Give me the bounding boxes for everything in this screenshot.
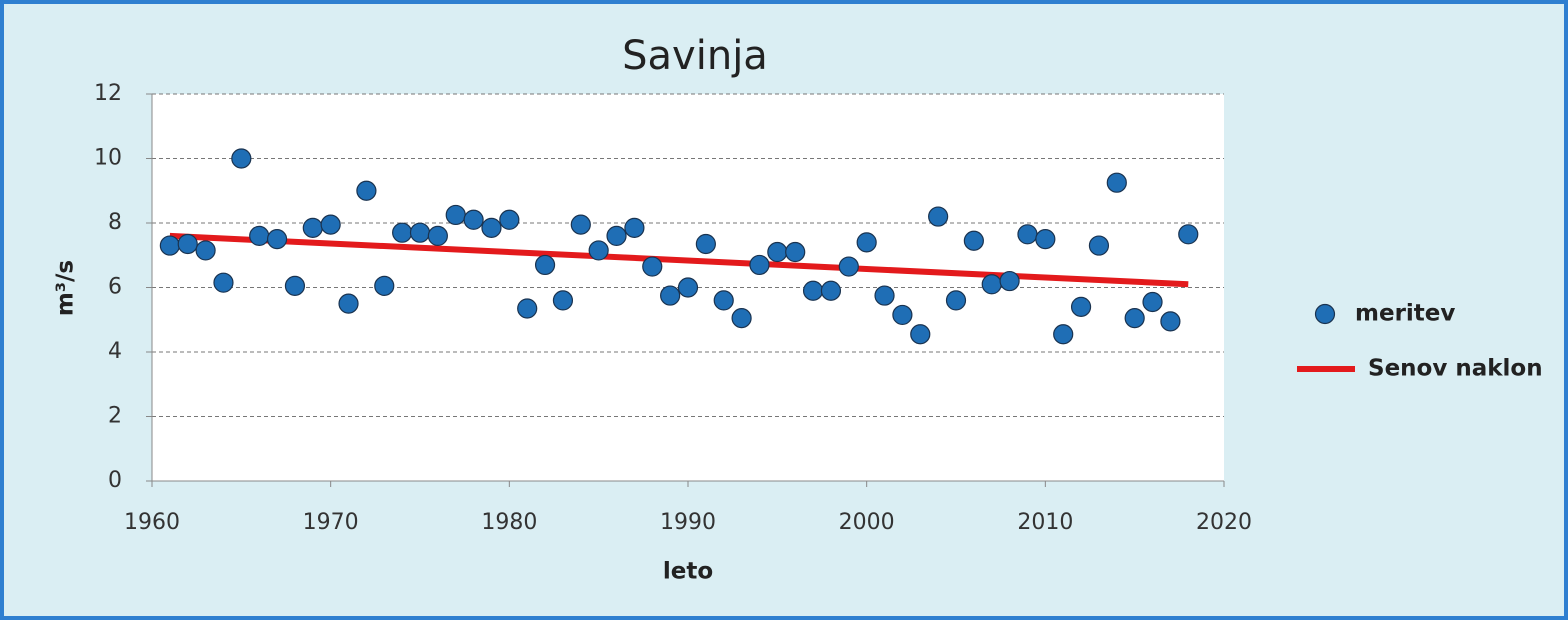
data-point xyxy=(874,285,895,306)
data-point xyxy=(231,148,252,169)
data-point xyxy=(928,206,949,227)
data-point xyxy=(266,229,288,250)
legend-marker xyxy=(1314,303,1336,325)
data-point xyxy=(963,230,984,251)
data-point xyxy=(695,233,716,255)
data-point xyxy=(213,272,234,293)
data-point xyxy=(320,214,341,235)
data-point xyxy=(838,256,859,277)
data-point xyxy=(481,217,502,238)
data-point xyxy=(356,180,377,201)
data-point xyxy=(177,233,198,255)
data-point xyxy=(785,241,806,263)
y-tick-label: 0 xyxy=(108,468,122,493)
data-point xyxy=(284,275,306,296)
data-point xyxy=(1088,235,1110,256)
data-point xyxy=(534,254,556,276)
x-axis-label: leto xyxy=(663,559,713,585)
data-point xyxy=(749,254,770,276)
data-point xyxy=(1035,229,1056,250)
data-point xyxy=(588,240,609,261)
x-tick-label: 1980 xyxy=(481,510,537,535)
data-point xyxy=(374,275,395,296)
data-point xyxy=(945,290,967,311)
trend-line xyxy=(169,232,1189,288)
data-point xyxy=(392,222,413,243)
data-point xyxy=(302,217,323,238)
y-tick-label: 8 xyxy=(108,210,122,235)
x-tick-label: 1970 xyxy=(303,510,359,535)
x-tick-label: 2000 xyxy=(839,510,895,535)
data-point xyxy=(1124,308,1145,329)
data-point xyxy=(159,235,180,256)
x-tick-label: 1990 xyxy=(660,510,716,535)
data-point xyxy=(910,324,931,345)
chart-title: Savinja xyxy=(622,33,768,79)
data-point xyxy=(463,209,484,230)
data-point xyxy=(249,225,270,246)
data-point xyxy=(802,280,824,301)
y-tick-label: 6 xyxy=(108,275,122,300)
y-tick-label: 2 xyxy=(108,404,122,429)
data-point xyxy=(445,204,466,226)
data-point xyxy=(999,270,1020,292)
data-point xyxy=(552,290,574,311)
data-point xyxy=(517,298,538,319)
data-point xyxy=(1178,224,1199,245)
data-point xyxy=(195,240,216,261)
y-tick-label: 4 xyxy=(108,339,122,364)
data-point xyxy=(892,304,913,326)
x-tick-label: 2010 xyxy=(1017,510,1073,535)
data-point xyxy=(642,256,663,277)
data-point xyxy=(624,217,645,238)
data-point xyxy=(1142,291,1163,313)
data-point xyxy=(767,241,788,263)
data-point xyxy=(606,225,627,246)
y-axis-label: m³/s xyxy=(53,260,79,316)
legend-label: meritev xyxy=(1355,301,1455,327)
x-tick-label: 1960 xyxy=(124,510,180,535)
data-point xyxy=(820,280,842,301)
data-point xyxy=(1017,224,1038,245)
data-point xyxy=(409,222,431,243)
x-tick-label: 2020 xyxy=(1196,510,1252,535)
data-point xyxy=(1106,172,1127,193)
y-tick-label: 10 xyxy=(94,146,122,171)
data-point xyxy=(731,308,752,329)
data-point xyxy=(570,214,591,235)
data-point xyxy=(981,274,1002,295)
data-point xyxy=(427,225,448,246)
data-point xyxy=(713,290,734,311)
data-point xyxy=(660,285,681,306)
data-point xyxy=(1053,324,1074,345)
data-point xyxy=(856,232,877,253)
data-point xyxy=(1160,311,1181,332)
data-point xyxy=(338,293,359,314)
y-tick-label: 12 xyxy=(94,81,122,106)
data-point xyxy=(499,209,520,230)
data-point xyxy=(677,277,699,298)
data-point xyxy=(1070,296,1092,317)
legend-label: Senov naklon xyxy=(1368,356,1543,382)
